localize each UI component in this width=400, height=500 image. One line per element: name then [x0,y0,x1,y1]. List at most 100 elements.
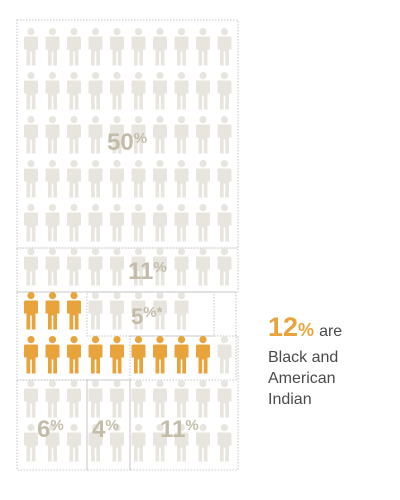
person-icon-highlighted [24,292,38,330]
person-icon [217,424,232,462]
group-border-4 [16,291,237,381]
value-label: 11% [160,416,199,443]
person-icon [67,28,81,66]
person-icons [24,28,232,462]
person-icon [217,28,232,66]
person-icon [153,248,167,286]
person-icon [88,424,103,462]
person-icon [196,116,210,154]
person-icon [88,380,103,418]
callout-text: Black and American Indian [268,349,339,408]
person-icon-highlighted [67,292,81,330]
person-icon-highlighted [45,336,60,374]
value-label: 11% [128,258,167,285]
person-icon [88,248,103,286]
callout-suffix: are [319,323,343,340]
person-icon [67,72,81,110]
value-label: 5%* [131,304,163,329]
person-icon [174,380,189,418]
person-icon [45,424,60,462]
person-icon [67,248,81,286]
person-icon [196,380,210,418]
person-icon [153,204,167,242]
person-icon [88,72,103,110]
value-label: 50% [107,129,147,156]
person-icon [67,424,81,462]
person-icon [174,248,189,286]
person-icon [88,160,103,198]
person-icon [45,72,60,110]
person-icon [153,424,167,462]
person-icon [131,72,146,110]
value-labels: 50% 11% 5%* 6% 4% 11% [37,129,199,443]
person-icon [24,248,38,286]
person-icon [217,116,232,154]
callout-headline: 12% are [268,314,398,344]
person-icon [196,204,210,242]
person-icon [153,116,167,154]
person-icon [24,204,38,242]
person-icon [174,204,189,242]
person-icon [153,72,167,110]
person-icon-highlighted [88,336,103,374]
person-icon [131,28,146,66]
person-icon [67,380,81,418]
callout-unit: % [298,320,315,340]
person-icon [24,160,38,198]
person-icon [217,248,232,286]
person-icon [110,292,124,330]
callout: 12% are Black and American Indian [268,314,398,410]
person-icon [131,248,146,286]
person-icon [131,116,146,154]
person-icon [110,424,124,462]
person-icon [217,204,232,242]
person-icon [88,204,103,242]
group-border-1 [16,19,239,249]
person-icon [153,28,167,66]
person-icon [45,248,60,286]
person-icon [24,28,38,66]
person-icon [174,424,189,462]
person-icon [153,292,167,330]
person-icon [67,204,81,242]
person-icon [110,204,124,242]
person-icon-highlighted [24,336,38,374]
person-icon [24,424,38,462]
person-icon [45,380,60,418]
person-icon [174,292,189,330]
person-icon [131,380,146,418]
group-border-7 [129,335,239,471]
person-icon [196,72,210,110]
person-icon [196,28,210,66]
person-icon [174,160,189,198]
person-icon [67,160,81,198]
group-borders [16,19,239,471]
person-icon [110,160,124,198]
person-icon [196,160,210,198]
person-icon [131,292,146,330]
person-icon [67,116,81,154]
person-icon [45,204,60,242]
person-icon [110,248,124,286]
person-icon [24,72,38,110]
person-icon-highlighted [153,336,167,374]
person-icon-highlighted [110,336,124,374]
person-icon [131,204,146,242]
person-icon [110,28,124,66]
person-icon [45,160,60,198]
person-icon [131,424,146,462]
person-icon [88,116,103,154]
person-icon [174,72,189,110]
person-icon [88,28,103,66]
person-icon [45,28,60,66]
person-icon [174,116,189,154]
person-icon [110,72,124,110]
person-icon [24,116,38,154]
person-icon-highlighted [174,336,189,374]
person-icon [45,116,60,154]
callout-value: 12% [268,312,315,342]
person-icon [153,160,167,198]
person-icon-highlighted [196,336,210,374]
